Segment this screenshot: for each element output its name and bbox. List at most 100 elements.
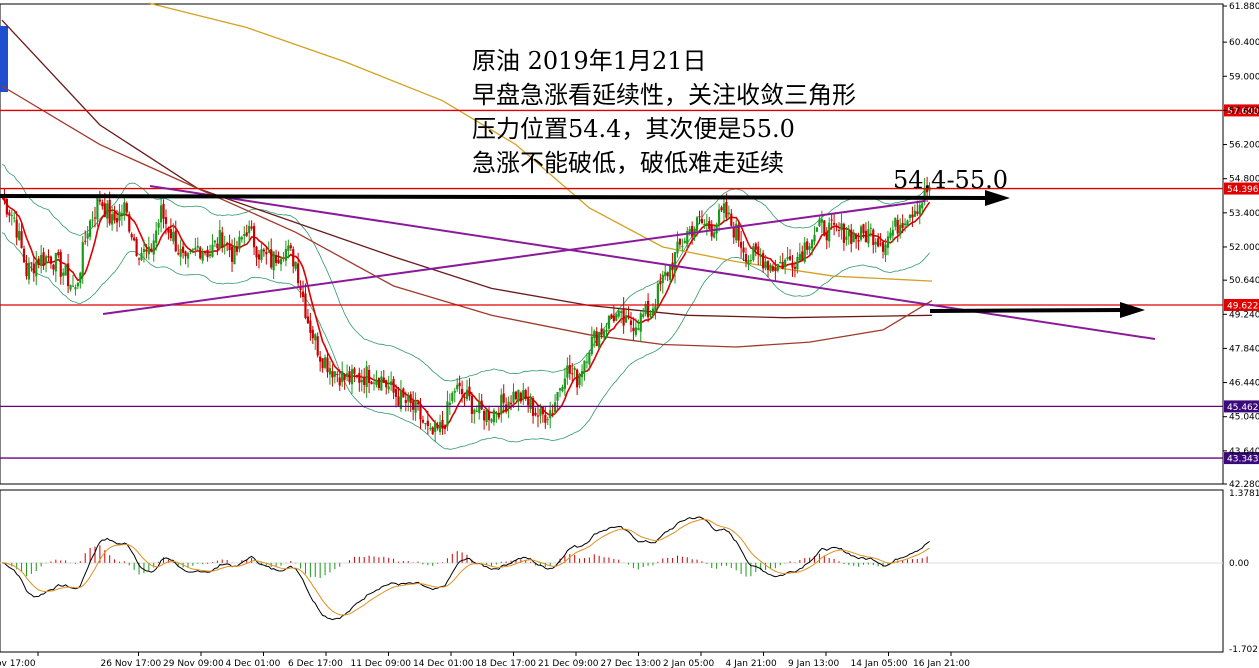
candle-body: [568, 365, 571, 374]
candle-body: [833, 222, 836, 225]
candle-body: [906, 220, 909, 227]
candle-body: [461, 388, 464, 395]
time-tick-label: ov 17:00: [0, 659, 36, 668]
candle-body: [358, 372, 361, 383]
candle-body: [664, 271, 667, 276]
candle-body: [213, 240, 217, 243]
candle-body: [64, 265, 67, 276]
candle-body: [311, 329, 314, 339]
candle-body: [602, 330, 606, 337]
candle-body: [752, 246, 755, 261]
candle-body: [145, 249, 148, 252]
candle-body: [798, 253, 801, 261]
candle-body: [744, 254, 748, 262]
time-tick-label: 14 Jan 05:00: [851, 659, 908, 668]
candle-body: [686, 231, 689, 245]
candle-body: [551, 413, 554, 415]
candle-body: [825, 232, 828, 241]
candle-body: [862, 224, 865, 234]
candle-body: [607, 316, 611, 329]
candle-body: [319, 356, 322, 362]
candle-body: [864, 230, 868, 243]
price-tick-label: 45.040: [1229, 413, 1259, 423]
time-tick-label: 29 Nov 09:00: [163, 659, 224, 668]
candle-body: [791, 262, 794, 268]
time-tick-label: 21 Dec 09:00: [538, 659, 599, 668]
candle-body: [588, 352, 591, 365]
candle-body: [754, 243, 757, 250]
signal-line: [1, 519, 930, 616]
mid-ma-line: [1, 85, 933, 348]
candle-body: [470, 395, 473, 414]
price-tick-label: 46.440: [1229, 379, 1259, 389]
candle-body: [108, 199, 111, 224]
candle-body: [3, 195, 6, 201]
candle-body: [901, 222, 904, 228]
candle-body: [250, 226, 253, 229]
candle-body: [326, 357, 329, 373]
candle-body: [431, 427, 434, 435]
candle-body: [769, 264, 772, 272]
trendlines[interactable]: [0, 185, 1156, 340]
candle-body: [174, 230, 177, 252]
candle-body: [835, 225, 838, 227]
level-tag-text-45.462: 45.462: [1227, 403, 1259, 413]
candle-body: [732, 227, 735, 238]
candle-body: [206, 249, 209, 258]
candle-body: [47, 255, 50, 258]
candle-body: [468, 386, 471, 397]
candle-body: [226, 242, 229, 244]
candle-body: [539, 409, 542, 416]
candle-body: [162, 203, 165, 219]
candle-body: [287, 245, 290, 251]
candle-body: [128, 214, 131, 232]
candle-body: [233, 245, 236, 265]
candle-body: [810, 239, 814, 249]
time-tick-label: 2 Jan 05:00: [663, 659, 715, 668]
candle-body: [292, 249, 295, 267]
candle-body: [683, 240, 686, 243]
candle-body: [644, 304, 647, 315]
candle-body: [238, 236, 241, 250]
candle-body: [323, 357, 327, 368]
candle-body: [485, 408, 488, 423]
price-tick-label: 53.400: [1229, 209, 1259, 219]
candle-body: [49, 256, 53, 264]
candle-body: [152, 240, 155, 255]
support-arrow-head: [1120, 302, 1145, 318]
price-tick-label: 49.240: [1229, 310, 1259, 320]
candle-body: [766, 261, 770, 271]
candle-body: [76, 282, 79, 287]
candle-body: [654, 306, 657, 312]
candle-body: [779, 262, 782, 264]
candle-body: [341, 371, 344, 383]
candle-body: [921, 203, 924, 209]
candle-body: [155, 230, 158, 243]
candle-body: [252, 226, 256, 248]
candle-body: [235, 247, 239, 252]
macd-panel: [0, 516, 1223, 621]
candle-body: [13, 217, 16, 219]
candle-body: [465, 389, 469, 400]
candle-body: [399, 390, 403, 409]
candle-body: [343, 374, 346, 380]
candle-body: [820, 219, 823, 223]
time-tick-label: 6 Dec 17:00: [288, 659, 343, 668]
time-tick-label: 16 Jan 21:00: [913, 659, 970, 668]
candle-body: [806, 241, 809, 250]
candle-body: [91, 219, 94, 221]
candle-body: [879, 243, 882, 245]
candle-body: [328, 368, 332, 375]
candle-body: [705, 223, 708, 225]
candle-body: [66, 263, 70, 286]
horizontal-levels[interactable]: 57.600 54.396 49.622 45.462 43.343: [0, 104, 1259, 465]
level-tag-54.396: [1224, 182, 1259, 195]
candle-body: [852, 232, 855, 243]
candle-body: [27, 262, 31, 280]
bollinger-upper: [1, 163, 930, 382]
candle-body: [57, 252, 60, 256]
candle-body: [828, 222, 831, 242]
candle-body: [111, 214, 114, 225]
candle-body: [891, 229, 894, 236]
